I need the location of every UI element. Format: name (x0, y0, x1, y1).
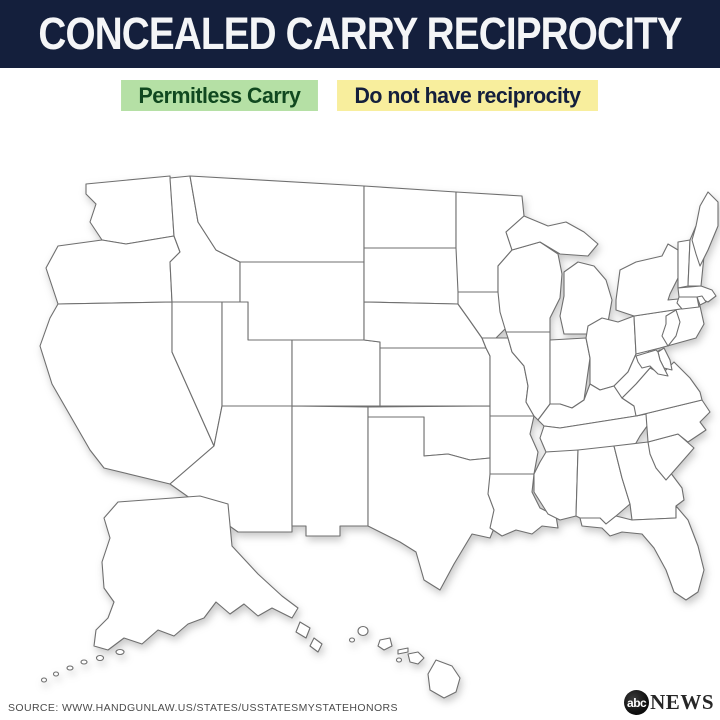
state-sd (363, 247, 461, 305)
state-nm (291, 405, 369, 537)
state-ak-aleutian (115, 648, 125, 656)
state-ar (489, 415, 539, 475)
abc-news-wordmark: NEWS (650, 690, 714, 714)
state-ak-island (295, 621, 311, 639)
state-wi (497, 241, 563, 333)
state-co (291, 339, 381, 407)
state-ak-island (309, 637, 323, 653)
state-wy (239, 261, 365, 341)
state-hi-bigisland (427, 659, 461, 699)
page-title: CONCEALED CARRY RECIPROCITY (38, 8, 682, 59)
state-hi-oahu (377, 637, 393, 651)
state-mt (189, 175, 365, 263)
legend-permitless-carry: Permitless Carry (121, 80, 318, 111)
state-hi-kauai (357, 625, 369, 637)
state-ak-aleutian (80, 659, 88, 665)
state-ks (379, 347, 491, 407)
state-hi-niihau (348, 637, 356, 643)
state-hi-lanai (395, 657, 403, 663)
state-ct (676, 296, 700, 310)
state-tn (539, 413, 651, 453)
source-attribution: SOURCE: WWW.HANDGUNLAW.US/STATES/USSTATE… (8, 702, 398, 714)
state-tx (367, 416, 507, 591)
legend-no-reciprocity: Do not have reciprocity (336, 80, 598, 111)
state-fl (579, 505, 705, 601)
state-ak-aleutian (95, 654, 105, 662)
abc-logo-circle: abc (624, 690, 650, 715)
state-me (691, 191, 719, 267)
state-nj (661, 309, 681, 347)
state-nc (635, 399, 711, 443)
legend: Permitless Carry Do not have reciprocity (0, 80, 720, 114)
state-nd (363, 185, 457, 249)
state-in (549, 337, 591, 409)
title-bar: CONCEALED CARRY RECIPROCITY (0, 0, 720, 68)
state-ak-aleutian (40, 677, 48, 683)
state-mi-upper (505, 215, 599, 257)
state-la (487, 473, 559, 537)
state-ak (93, 495, 299, 651)
state-hi-maui (407, 651, 425, 665)
state-ak-aleutian (66, 665, 74, 671)
state-ri (696, 295, 707, 306)
state-hi-molokai (397, 647, 409, 655)
state-or (45, 235, 181, 305)
state-wa (85, 175, 175, 245)
abc-news-logo: abc NEWS (624, 690, 714, 715)
state-ak-aleutian (52, 671, 60, 677)
state-md (635, 349, 669, 377)
